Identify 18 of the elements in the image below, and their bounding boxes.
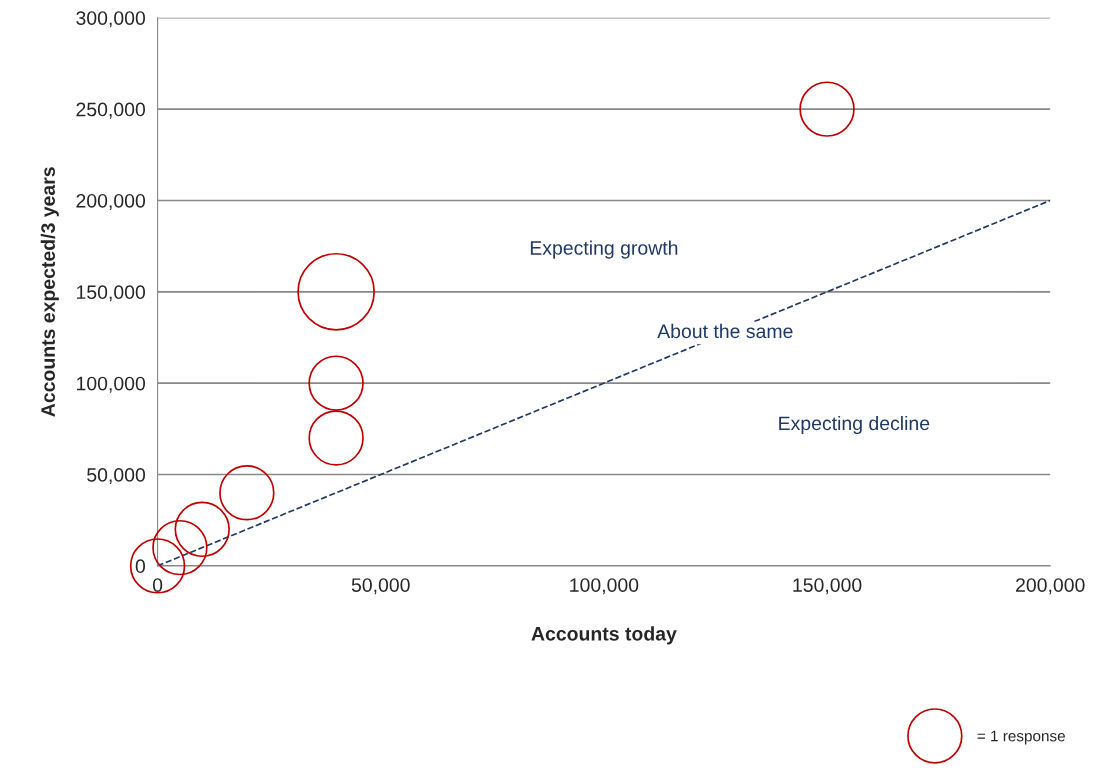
y-tick-label: 150,000 xyxy=(76,285,146,302)
y-tick-label: 100,000 xyxy=(76,376,146,393)
y-tick-label: 250,000 xyxy=(76,102,146,119)
x-tick-label: 150,000 xyxy=(793,578,862,595)
annotation: About the same xyxy=(657,323,793,339)
legend-label: = 1 response xyxy=(977,730,1065,745)
y-axis-title: Accounts expected/3 years xyxy=(40,167,59,417)
y-tick-label: 200,000 xyxy=(76,193,146,210)
x-tick-label: 50,000 xyxy=(351,578,410,595)
annotation: Expecting decline xyxy=(779,415,930,435)
x-tick-label: 100,000 xyxy=(570,578,639,595)
y-tick-label: 300,000 xyxy=(76,11,146,28)
annotation: Expecting growth xyxy=(530,240,678,259)
x-axis-title: Accounts today xyxy=(531,626,677,645)
y-tick-label: 50,000 xyxy=(87,467,146,485)
x-tick-label: 0 xyxy=(152,578,163,592)
x-tick-label: 200,000 xyxy=(1016,578,1085,595)
y-tick-label: 0 xyxy=(135,559,146,574)
